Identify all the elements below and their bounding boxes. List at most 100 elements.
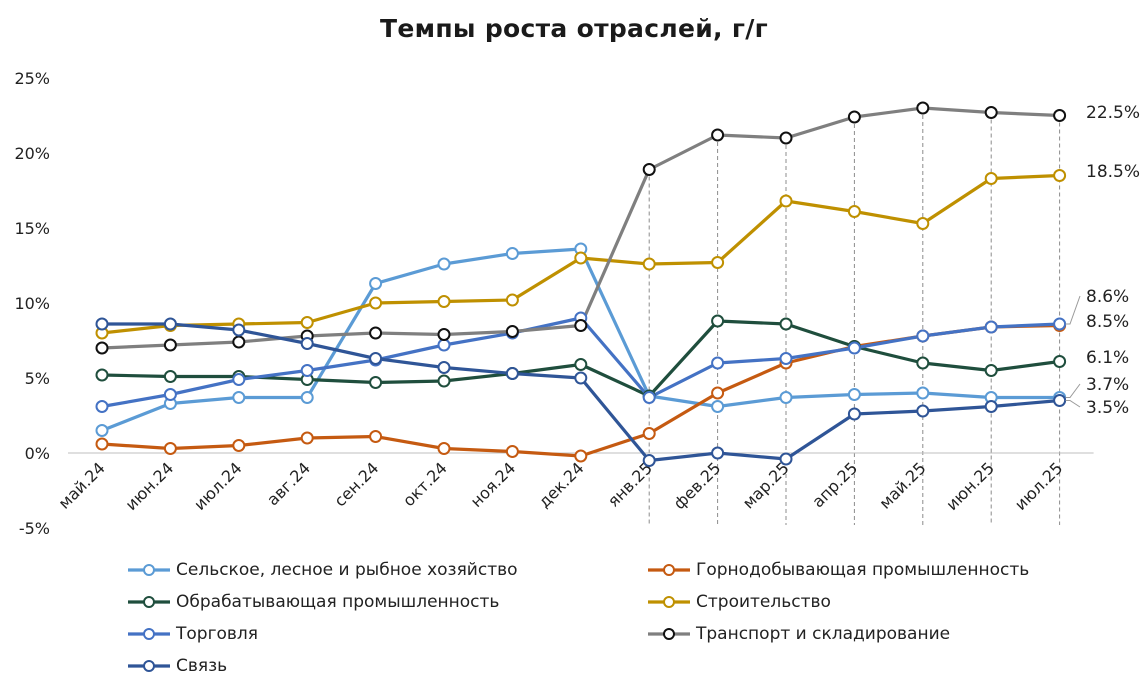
data-point	[437, 361, 451, 374]
data-point	[369, 326, 383, 340]
data-point	[95, 437, 109, 451]
data-point	[95, 424, 109, 437]
x-tick-label: июл.24	[190, 458, 246, 514]
data-point	[300, 364, 314, 377]
end-value-label: 18.5%	[1086, 162, 1140, 182]
x-tick-label: сен.24	[330, 458, 382, 510]
data-point	[232, 335, 246, 349]
x-tick-label: июн.25	[942, 458, 998, 514]
data-point	[1053, 355, 1067, 368]
data-point	[574, 449, 588, 463]
data-point	[300, 431, 314, 445]
data-point	[95, 341, 109, 355]
data-point	[642, 163, 656, 176]
y-tick-label: 0%	[25, 444, 50, 463]
data-point	[711, 256, 725, 269]
data-point	[505, 367, 519, 380]
data-point	[437, 338, 451, 352]
data-point	[916, 386, 930, 400]
x-tick-label: дек.24	[535, 458, 588, 511]
x-tick-label: окт.24	[399, 458, 451, 510]
chart-title: Темпы роста отраслей, г/г	[380, 14, 768, 43]
data-point	[916, 101, 930, 115]
series-line	[101, 323, 1060, 458]
data-point	[369, 430, 383, 443]
data-point	[984, 172, 998, 185]
data-point	[163, 338, 177, 352]
end-value-label: 3.7%	[1086, 375, 1129, 395]
y-axis: -5% 0% 5% 10% 15% 20% 25%	[14, 69, 50, 538]
data-point	[369, 352, 383, 365]
y-tick-label: 20%	[14, 144, 50, 163]
data-point	[779, 194, 793, 208]
data-point	[300, 391, 314, 404]
x-tick-label: июн.24	[122, 458, 178, 514]
data-point	[505, 293, 519, 307]
data-point	[984, 320, 998, 334]
data-point	[1053, 169, 1067, 182]
end-value-label: 8.6%	[1086, 287, 1129, 307]
data-point	[369, 296, 383, 310]
data-point	[437, 257, 451, 271]
x-axis: май.24 июн.24 июл.24 авг.24 сен.24 окт.24 ноя.…	[55, 458, 1067, 514]
data-point	[984, 106, 998, 119]
data-point	[1053, 394, 1067, 407]
data-point	[779, 131, 793, 145]
x-tick-label: апр.25	[808, 458, 861, 511]
data-point	[642, 391, 656, 404]
leader-line	[1065, 400, 1081, 408]
data-point	[711, 446, 725, 460]
series-line	[101, 247, 1060, 432]
y-tick-label: 25%	[14, 69, 50, 88]
data-point	[232, 439, 246, 452]
data-point	[369, 376, 383, 389]
y-tick-label: 5%	[25, 369, 50, 388]
y-tick-label: -5%	[19, 519, 50, 538]
leader-line	[1065, 383, 1081, 398]
data-point	[163, 317, 177, 331]
data-point	[916, 217, 930, 230]
data-point	[642, 454, 656, 467]
data-point	[574, 371, 588, 385]
data-point	[711, 314, 725, 328]
x-tick-label: фев.25	[670, 458, 725, 513]
data-point	[711, 400, 725, 413]
data-point	[847, 407, 861, 421]
end-value-label: 6.1%	[1086, 348, 1129, 368]
data-point	[847, 110, 861, 124]
data-point	[711, 128, 725, 142]
data-point	[437, 328, 451, 341]
x-tick-label: авг.24	[263, 458, 314, 509]
x-tick-label: мар.25	[739, 458, 793, 512]
data-point	[779, 452, 793, 466]
data-point	[95, 317, 109, 331]
data-point	[1053, 317, 1067, 331]
data-point	[505, 325, 519, 338]
data-point	[779, 352, 793, 365]
data-point	[916, 356, 930, 370]
data-point	[711, 386, 725, 400]
data-point	[1053, 109, 1067, 122]
data-point	[916, 404, 930, 418]
end-value-label: 22.5%	[1086, 103, 1140, 123]
y-tick-label: 10%	[14, 294, 50, 313]
data-point	[95, 400, 109, 413]
data-point	[95, 368, 109, 382]
data-point	[711, 356, 725, 370]
data-point	[437, 442, 451, 455]
series-markers	[95, 101, 1067, 467]
x-tick-label: май.25	[875, 458, 929, 512]
data-point	[300, 337, 314, 350]
data-point	[574, 319, 588, 332]
x-tick-label: ноя.24	[467, 458, 520, 511]
data-point	[232, 391, 246, 404]
data-point	[984, 364, 998, 377]
data-point	[779, 391, 793, 404]
data-point	[642, 427, 656, 440]
data-point	[847, 388, 861, 401]
data-point	[574, 358, 588, 371]
data-point	[642, 257, 656, 271]
data-point	[779, 317, 793, 331]
data-point	[574, 251, 588, 265]
